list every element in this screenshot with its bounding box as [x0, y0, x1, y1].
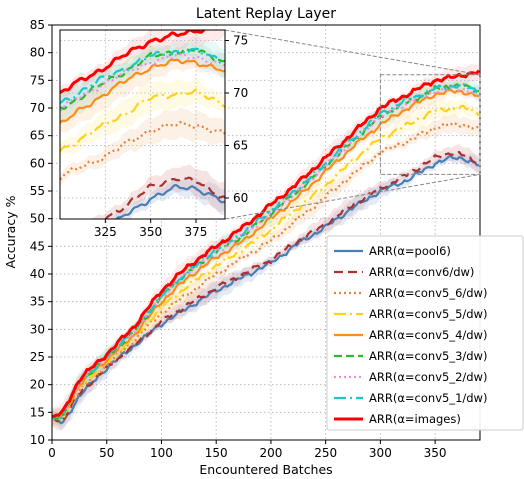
y-tick-label: 15	[30, 405, 45, 419]
series-band	[111, 176, 225, 219]
inset-x-tick-label: 325	[94, 225, 117, 239]
series-band	[60, 49, 225, 134]
inset-frame	[59, 29, 226, 220]
legend-entry: ARR(α=conv5_3/dw)	[369, 349, 487, 363]
y-tick-label: 75	[30, 73, 45, 87]
legend-entry: ARR(α=images)	[369, 412, 461, 426]
y-tick-label: 25	[30, 350, 45, 364]
series-line	[60, 47, 225, 104]
series-line	[60, 58, 225, 124]
legend-entry: ARR(α=pool6)	[369, 244, 451, 258]
y-tick-label: 30	[30, 322, 45, 336]
inset-y-tick-label: 70	[233, 86, 248, 100]
main-axis-ticks: 0 50 100 150 200 250 300 350 10 15 20 25 30 35 40 45 50 5…	[30, 18, 447, 460]
inset-y-tick-label: 60	[233, 191, 248, 205]
legend: ARR(α=pool6) ARR(α=conv6/dw) ARR(α=conv5_6…	[326, 235, 524, 431]
series-line	[52, 69, 480, 418]
series-line	[60, 88, 225, 153]
x-tick-label: 300	[369, 446, 392, 460]
legend-box	[326, 235, 524, 431]
x-tick-label: 250	[314, 446, 337, 460]
series-line	[60, 47, 225, 110]
inset-y-tick-label: 65	[233, 139, 248, 153]
x-tick-label: 0	[48, 446, 56, 460]
chart-title: Latent Replay Layer	[196, 6, 336, 22]
zoom-region-box	[379, 74, 481, 175]
series-line	[52, 82, 480, 420]
y-tick-label: 10	[30, 433, 45, 447]
y-tick-label: 65	[30, 129, 45, 143]
main-plot-frame	[51, 24, 481, 441]
y-tick-label: 35	[30, 295, 45, 309]
legend-entry: ARR(α=conv6/dw)	[369, 265, 474, 279]
inset-series-lines	[60, 30, 225, 219]
inset-x-tick-label: 375	[185, 225, 208, 239]
series-line	[115, 184, 225, 219]
x-tick-label: 350	[424, 446, 447, 460]
y-tick-label: 45	[30, 239, 45, 253]
y-tick-label: 70	[30, 101, 45, 115]
y-tick-label: 55	[30, 184, 45, 198]
series-line	[60, 52, 225, 112]
series-band	[60, 78, 225, 159]
x-tick-label: 50	[99, 446, 114, 460]
y-tick-label: 60	[30, 156, 45, 170]
legend-entry: ARR(α=conv5_4/dw)	[369, 328, 487, 342]
y-tick-label: 85	[30, 18, 45, 32]
y-axis-label: Accuracy %	[3, 195, 18, 268]
zoom-connector-line	[224, 173, 481, 220]
x-tick-label: 200	[259, 446, 282, 460]
y-tick-label: 40	[30, 267, 45, 281]
inset-x-tick-label: 350	[139, 225, 162, 239]
series-line	[52, 104, 480, 422]
y-tick-label: 50	[30, 212, 45, 226]
y-tick-label: 80	[30, 46, 45, 60]
series-band	[60, 30, 225, 100]
legend-entry: ARR(α=conv5_5/dw)	[369, 307, 487, 321]
x-tick-label: 150	[205, 446, 228, 460]
y-tick-label: 20	[30, 378, 45, 392]
series-band	[60, 43, 225, 124]
legend-entry: ARR(α=conv5_6/dw)	[369, 286, 487, 300]
series-line	[52, 154, 480, 425]
inset-axis-ticks: 325 350 375 60 65 70 75	[94, 34, 248, 240]
x-axis-label: Encountered Batches	[199, 462, 332, 477]
inset-y-tick-label: 75	[233, 34, 248, 48]
x-tick-label: 100	[150, 446, 173, 460]
main-series-lines	[52, 69, 480, 425]
series-line	[104, 176, 225, 219]
zoom-connector-line	[224, 29, 481, 76]
series-line	[60, 30, 206, 94]
legend-entry: ARR(α=conv5_2/dw)	[369, 370, 487, 384]
series-line	[60, 120, 225, 181]
legend-entry: ARR(α=conv5_1/dw)	[369, 391, 487, 405]
series-band	[60, 107, 225, 186]
